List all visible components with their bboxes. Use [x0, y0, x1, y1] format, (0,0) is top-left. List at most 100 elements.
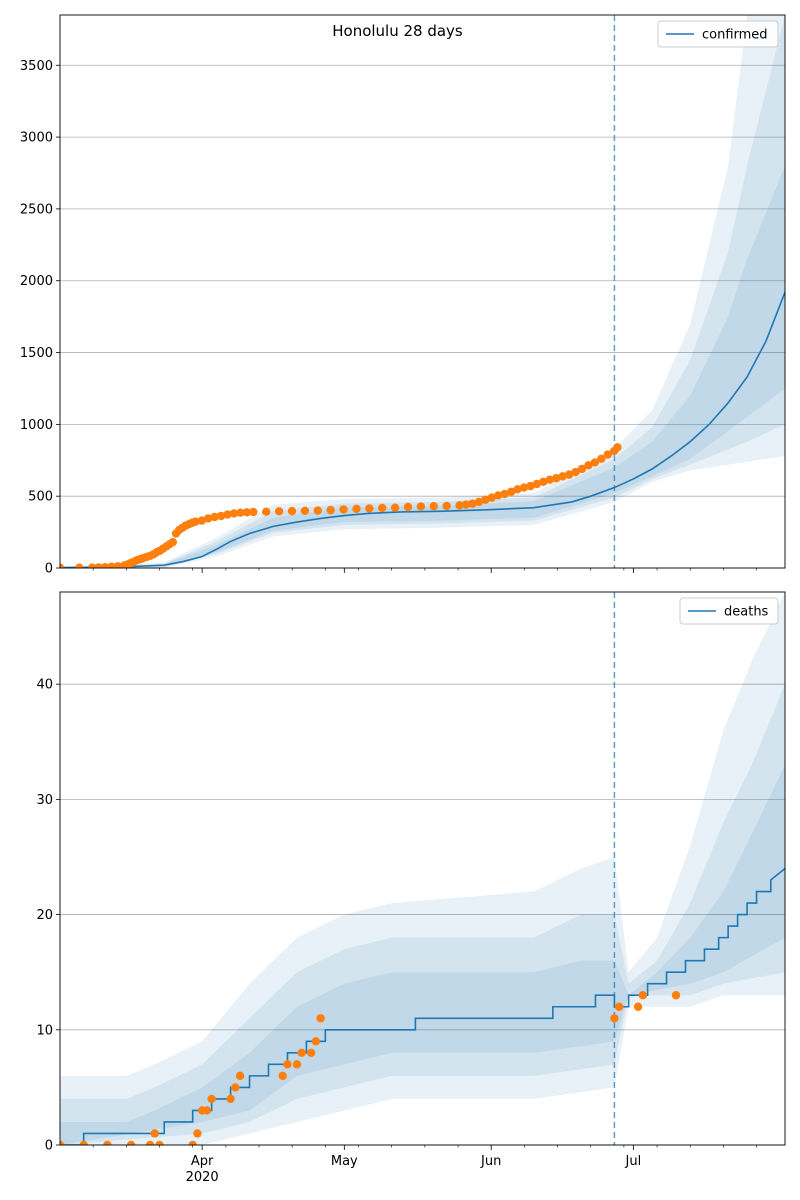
- x-tick-label: May: [331, 1154, 358, 1169]
- y-tick-label: 2000: [20, 274, 53, 289]
- observed-point: [278, 1071, 287, 1081]
- y-tick-label: 1000: [20, 418, 53, 433]
- observed-point: [204, 514, 213, 523]
- observed-point: [564, 470, 574, 479]
- plot-frame: [59, 591, 786, 1146]
- observed-point: [229, 509, 239, 518]
- observed-point: [313, 506, 322, 515]
- observed-point: [262, 507, 271, 516]
- observed-point: [60, 1140, 65, 1145]
- chart-title: Honolulu 28 days: [332, 22, 463, 40]
- observed-point: [226, 1094, 235, 1104]
- x-tick-sublabel: 2020: [186, 1170, 219, 1185]
- observed-point: [113, 562, 123, 568]
- observed-point: [671, 991, 681, 1000]
- observed-point: [283, 1060, 292, 1069]
- observed-point: [610, 1014, 619, 1023]
- y-tick-label: 3000: [20, 131, 53, 146]
- legend-box: [657, 20, 779, 48]
- confirmed-panel: 0 500 1000 1500 2000 2500 3000 3500 Honolulu 28 …: [20, 14, 786, 577]
- observed-point: [429, 502, 438, 511]
- observed-point: [494, 491, 503, 500]
- observed-point: [207, 1094, 216, 1104]
- observed-point: [442, 501, 451, 511]
- observed-point: [545, 475, 554, 484]
- y-tick-label: 10: [36, 1023, 53, 1038]
- legend-label: confirmed: [702, 28, 768, 43]
- observed-point: [287, 506, 297, 516]
- observed-point: [107, 562, 116, 568]
- observed-point: [326, 505, 335, 515]
- observed-point: [577, 464, 587, 474]
- observed-point: [365, 504, 374, 513]
- observed-point: [416, 502, 426, 511]
- observed-point: [584, 461, 593, 470]
- observed-point: [352, 504, 361, 514]
- observed-point: [94, 563, 103, 568]
- observed-point: [242, 508, 252, 517]
- observed-point: [145, 1140, 155, 1145]
- y-tick-label: 2500: [20, 202, 53, 217]
- observed-point: [197, 516, 206, 525]
- observed-point: [558, 472, 567, 481]
- observed-point: [150, 1129, 159, 1138]
- observed-point: [193, 1129, 202, 1138]
- observed-point: [231, 1083, 240, 1092]
- observed-point: [461, 500, 471, 509]
- observed-point: [306, 1048, 316, 1058]
- observed-point: [311, 1037, 321, 1046]
- observed-point: [216, 511, 226, 521]
- observed-point: [532, 479, 542, 489]
- observed-point: [603, 450, 612, 459]
- observed-point: [571, 467, 580, 477]
- observed-point: [103, 1140, 112, 1145]
- observed-point: [613, 443, 622, 452]
- observed-point: [235, 1071, 245, 1081]
- plot-frame: [59, 14, 786, 569]
- observed-point: [378, 503, 387, 513]
- observed-point: [481, 495, 490, 504]
- legend-label: deaths: [724, 605, 769, 620]
- median-line: [60, 291, 785, 568]
- observed-point: [614, 1002, 624, 1011]
- observed-point: [300, 506, 310, 516]
- plot-area: [60, 15, 785, 568]
- y-tick-label: 0: [45, 562, 53, 577]
- uncertainty-band: [60, 592, 785, 1145]
- x-tick-label: Jun: [480, 1154, 501, 1169]
- observed-point: [292, 1060, 302, 1069]
- y-tick-label: 40: [36, 678, 53, 693]
- observed-point: [474, 497, 484, 507]
- observed-point: [506, 487, 516, 497]
- observed-point: [339, 505, 348, 514]
- observed-point: [126, 1140, 136, 1145]
- median-line: [60, 867, 785, 1145]
- observed-point: [633, 1002, 643, 1011]
- observed-point: [75, 563, 84, 568]
- observed-point: [590, 458, 600, 467]
- observed-point: [249, 507, 258, 517]
- observed-point: [274, 507, 284, 516]
- observed-point: [223, 510, 232, 519]
- plot-area: [60, 592, 785, 1145]
- observed-point: [500, 489, 509, 499]
- y-tick-label: 30: [36, 793, 53, 808]
- y-tick-label: 3500: [20, 59, 53, 74]
- observed-point: [638, 991, 648, 1000]
- y-tick-label: 20: [36, 908, 53, 923]
- observed-point: [168, 537, 177, 547]
- y-tick-label: 500: [28, 490, 53, 505]
- observed-point: [88, 563, 97, 568]
- x-tick-label: Apr: [191, 1154, 214, 1169]
- observed-point: [100, 562, 110, 568]
- observed-point: [455, 501, 464, 510]
- observed-point: [526, 481, 535, 491]
- observed-point: [60, 563, 65, 568]
- observed-point: [316, 1014, 325, 1023]
- observed-point: [513, 485, 522, 494]
- observed-point: [539, 477, 548, 487]
- observed-point: [597, 454, 606, 464]
- observed-point: [155, 1140, 164, 1145]
